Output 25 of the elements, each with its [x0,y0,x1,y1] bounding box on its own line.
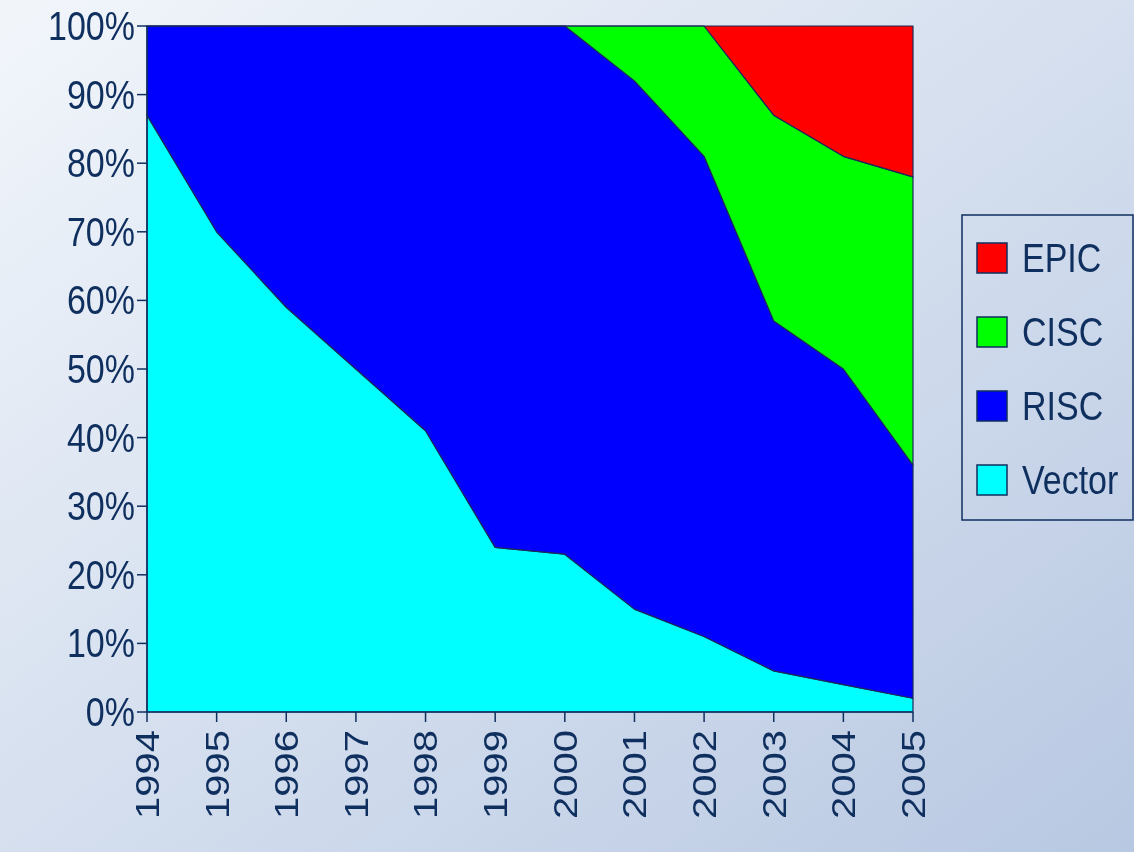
y-tick-label: 60% [66,277,135,324]
y-tick-label: 90% [66,71,135,118]
x-tick-label: 2001 [615,730,654,819]
y-tick-label: 100% [48,3,135,49]
y-tick-label: 30% [66,483,135,529]
y-tick-label: 20% [66,552,135,598]
x-tick-label: 1995 [197,730,236,819]
y-tick-label: 40% [66,414,135,461]
x-tick-label: 1996 [267,730,306,819]
legend-label: CISC [1022,309,1104,355]
x-tick-label: 1997 [336,730,376,819]
legend-label: EPIC [1022,235,1102,281]
x-tick-label: 2000 [545,730,585,819]
x-tick-label: 2005 [893,730,933,819]
legend-label: Vector [1022,457,1119,503]
y-tick-label: 50% [66,346,135,392]
legend-label: RISC [1022,383,1104,429]
x-tick-label: 2003 [754,730,793,819]
x-tick-label: 2002 [684,730,724,819]
x-tick-label: 2004 [824,730,863,819]
x-tick-label: 1999 [475,730,515,819]
x-tick-label: 1998 [406,730,445,819]
y-tick-label: 10% [66,620,135,667]
y-tick-label: 70% [66,209,135,255]
y-tick-label: 80% [66,140,135,186]
